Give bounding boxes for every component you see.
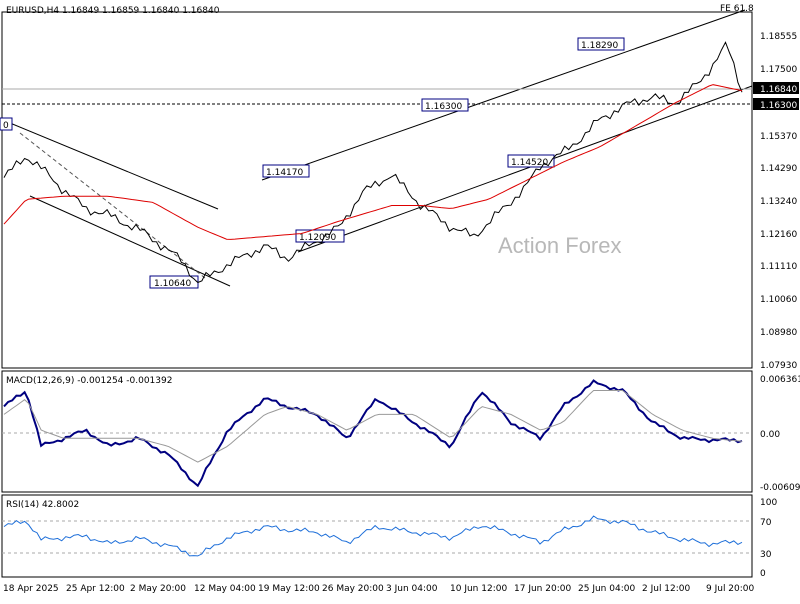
price-ytick-9: 1.10060 [760,295,797,305]
price-ytick-5: 1.14290 [760,164,797,174]
price-ytick-4: 1.15370 [760,132,797,142]
annotation-0-text: 0 [3,121,9,131]
price-ytick-2: 1.16840 [760,85,797,95]
rsi-panel-frame [1,494,753,578]
annotation-2-text: 1.14170 [266,168,303,178]
up-channel-upper [261,9,746,181]
rsi-title: RSI(14) 42.8002 [6,500,79,510]
price-ytick-6: 1.13240 [760,197,797,207]
xtick-11: 9 Jul 20:00 [706,584,755,594]
down-channel-lower [29,195,231,287]
annotation-5-text: 1.14520 [511,158,548,168]
down-channel-upper [9,122,219,210]
series-layer [3,41,743,557]
xtick-1: 25 Apr 12:00 [66,584,125,594]
xtick-6: 3 Jun 04:00 [386,584,438,594]
annotation-4: 1.16300 [421,98,469,112]
price-ytick-3: 1.16300 [760,101,797,111]
xtick-5: 26 May 20:00 [322,584,384,594]
xtick-3: 12 May 04:00 [194,584,256,594]
xtick-4: 19 May 12:00 [258,584,320,594]
watermark: Action Forex [498,233,622,258]
xtick-9: 25 Jun 04:00 [578,584,635,594]
xtick-8: 17 Jun 20:00 [514,584,571,594]
price-ytick-1: 1.17500 [760,65,797,75]
series-line-price-1 [3,84,743,240]
annotation-6: 1.18290 [577,37,625,51]
price-panel-frame [1,11,753,369]
rsi-ytick-3: 0 [760,569,766,579]
xtick-10: 2 Jul 12:00 [642,584,691,594]
xtick-2: 2 May 20:00 [130,584,186,594]
price-ytick-10: 1.08980 [760,328,797,338]
macd-panel-frame [1,370,753,493]
rsi-ytick-1: 70 [760,518,772,528]
annotation-2: 1.14170 [262,164,310,178]
price-ytick-7: 1.12160 [760,230,797,240]
xtick-0: 18 Apr 2025 [3,584,59,594]
macd-ytick-0: 0.006361 [760,375,800,385]
annotation-5: 1.14520 [507,154,555,168]
support-price-tag [753,98,799,110]
price-ytick-11: 1.07930 [760,361,797,371]
series-line-macd-0 [3,379,743,488]
price-ytick-0: 1.18555 [760,32,797,42]
current-price-tag [753,82,799,94]
annotation-0: 0 [0,117,13,131]
xtick-7: 10 Jun 12:00 [450,584,507,594]
series-line-rsi-0 [3,515,743,557]
rsi-ytick-2: 30 [760,550,772,560]
macd-title: MACD(12,26,9) -0.001254 -0.001392 [6,376,172,386]
up-channel-lower [297,85,753,253]
price-ytick-8: 1.11110 [760,262,797,272]
down-fib-line [19,132,206,279]
price-title: EURUSD,H4 1.16849 1.16859 1.16840 1.1684… [6,6,220,16]
fib-label: FE 61.8 [720,4,754,14]
annotation-3-text: 1.12090 [299,233,336,243]
annotation-6-text: 1.18290 [581,41,618,51]
macd-ytick-1: 0.00 [760,430,780,440]
series-line-price-0 [3,41,743,284]
rsi-ytick-0: 100 [760,498,777,508]
series-line-macd-1 [3,390,743,463]
annotation-1: 1.10640 [149,275,199,289]
macd-ytick-2: -0.006092 [760,483,800,493]
annotation-4-text: 1.16300 [425,102,462,112]
annotation-1-text: 1.10640 [154,279,191,289]
annotation-3: 1.12090 [295,229,345,243]
